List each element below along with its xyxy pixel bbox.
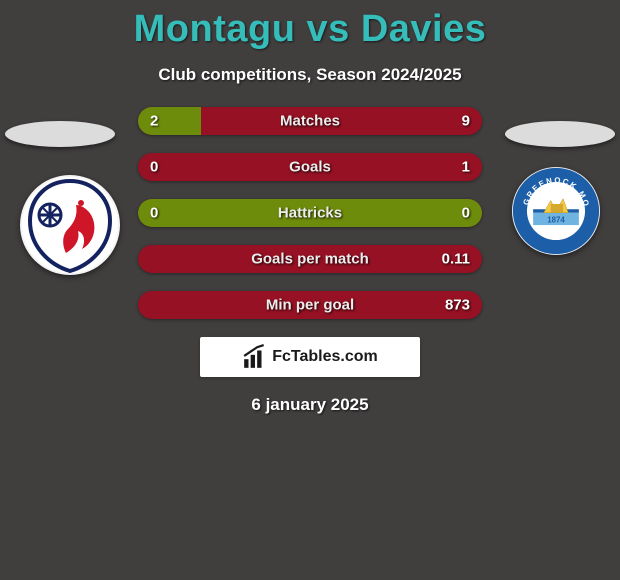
stat-value-right: 0 — [462, 205, 470, 222]
greenock-morton-icon: GREENOCK MORTON F.C. LTD 1874 — [512, 167, 600, 255]
stat-label: Goals — [289, 159, 331, 176]
stat-bar: 0 Goals 1 — [138, 153, 482, 181]
brand-box: FcTables.com — [200, 337, 420, 377]
svg-text:1874: 1874 — [547, 215, 565, 224]
stat-value-right: 873 — [445, 297, 470, 314]
stat-label: Goals per match — [251, 251, 369, 268]
stat-bar: Goals per match 0.11 — [138, 245, 482, 273]
date-text: 6 january 2025 — [0, 395, 620, 415]
stat-value-right: 9 — [462, 113, 470, 130]
stat-label: Matches — [280, 113, 340, 130]
stat-value-right: 1 — [462, 159, 470, 176]
raith-rovers-icon — [20, 175, 120, 275]
subtitle: Club competitions, Season 2024/2025 — [0, 65, 620, 85]
stat-value-left: 0 — [150, 159, 158, 176]
club-badge-right: GREENOCK MORTON F.C. LTD 1874 — [512, 167, 600, 255]
stat-bar-fill-left — [138, 107, 201, 135]
stat-bar: 0 Hattricks 0 — [138, 199, 482, 227]
stat-bars: 2 Matches 9 0 Goals 1 0 Hattricks 0 Goals per mat… — [138, 107, 482, 319]
stat-label: Min per goal — [266, 297, 354, 314]
stat-value-right: 0.11 — [442, 251, 470, 268]
stat-value-left: 2 — [150, 113, 158, 130]
comparison-panel: GREENOCK MORTON F.C. LTD 1874 2 Matches 9 0… — [0, 107, 620, 415]
bar-chart-icon — [242, 344, 268, 370]
stat-label: Hattricks — [278, 205, 342, 222]
page-title: Montagu vs Davies — [0, 0, 620, 51]
stat-value-left: 0 — [150, 205, 158, 222]
player-left-ellipse — [5, 121, 115, 147]
player-right-ellipse — [505, 121, 615, 147]
stat-bar: Min per goal 873 — [138, 291, 482, 319]
brand-text: FcTables.com — [272, 348, 378, 366]
club-badge-left — [20, 175, 120, 275]
stat-bar: 2 Matches 9 — [138, 107, 482, 135]
